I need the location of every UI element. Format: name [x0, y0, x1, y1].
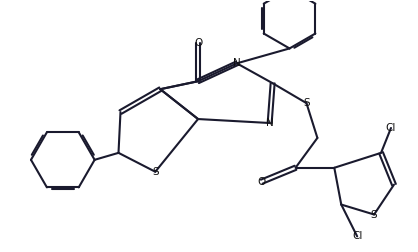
Text: Cl: Cl [352, 231, 362, 241]
Text: O: O [257, 177, 266, 187]
Text: N: N [266, 118, 273, 128]
Text: N: N [233, 58, 241, 68]
Text: S: S [303, 98, 310, 108]
Text: Cl: Cl [386, 123, 396, 133]
Text: O: O [194, 39, 202, 48]
Text: S: S [152, 167, 158, 177]
Text: S: S [371, 209, 377, 219]
